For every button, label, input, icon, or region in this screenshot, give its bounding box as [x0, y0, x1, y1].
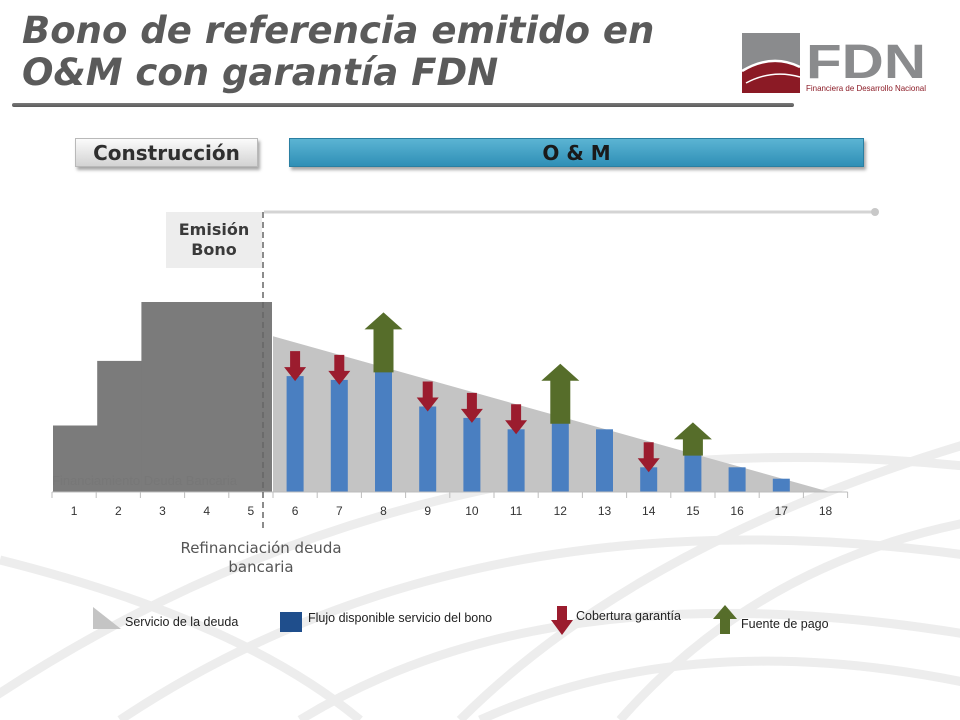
flow-bar-8	[375, 370, 392, 492]
phase-om-label: O & M	[289, 138, 864, 167]
phase-construction-label: Construcción	[75, 138, 258, 167]
x-tick-label-18: 18	[819, 504, 833, 518]
guarantee-arrow-14	[637, 442, 660, 473]
flow-bar-10	[463, 417, 481, 492]
legend-source-label: Fuente de pago	[741, 617, 829, 631]
debt-service-swatch-icon	[93, 607, 121, 629]
flow-bar-6	[286, 376, 304, 492]
title-line-2: O&M con garantía FDN	[22, 51, 499, 94]
legend-source: Fuente de pago	[712, 605, 829, 635]
fdn-logo: FDN Financiera de Desarrollo Nacional	[742, 33, 926, 93]
x-tick-label-10: 10	[465, 504, 479, 518]
flow-bar-17	[772, 478, 790, 492]
title-underline	[12, 103, 794, 107]
guarantee-arrow-9	[416, 381, 439, 412]
logo-text: FDN	[806, 36, 926, 89]
payment-source-arrow-icon	[713, 605, 737, 634]
x-tick-label-15: 15	[686, 504, 700, 518]
flow-bar-11	[507, 429, 525, 492]
guarantee-arrow-11	[505, 404, 528, 435]
guarantee-arrow-icon	[551, 606, 573, 635]
flow-bar-13	[596, 429, 613, 492]
construction-bar-3	[141, 302, 272, 492]
x-tick-label-4: 4	[203, 504, 210, 518]
legend-available-flow: Flujo disponible servicio del bono	[280, 611, 493, 632]
x-tick-label-11: 11	[510, 504, 523, 518]
payment-source-arrow-8	[364, 312, 403, 373]
legend-debt-service-label: Servicio de la deuda	[125, 615, 239, 629]
flow-bar-15	[684, 446, 702, 492]
x-tick-label-1: 1	[71, 504, 78, 518]
legend-guarantee: Cobertura garantía	[550, 606, 681, 636]
x-tick-label-17: 17	[775, 504, 789, 518]
legend-guarantee-label: Cobertura garantía	[576, 609, 681, 623]
page-title: Bono de referencia emitido en O&M con ga…	[22, 10, 654, 94]
guarantee-arrow-6	[284, 351, 307, 382]
guarantee-arrow-10	[460, 392, 483, 423]
timeline-endpoint	[871, 208, 879, 216]
emission-line-1: Emisión	[178, 220, 250, 239]
x-tick-label-2: 2	[115, 504, 122, 518]
guarantee-arrow-7	[328, 354, 351, 385]
legend-debt-service: Servicio de la deuda	[92, 605, 238, 631]
bond-emission-label: Emisión Bono	[166, 212, 262, 268]
refinancing-line-1: Refinanciación deuda	[180, 539, 342, 557]
x-tick-label-16: 16	[730, 504, 744, 518]
bank-financing-annotation: Financiamiento Deuda Bancaria	[52, 473, 238, 488]
payment-source-arrow-12	[541, 363, 580, 424]
x-tick-label-12: 12	[554, 504, 568, 518]
x-tick-label-9: 9	[424, 504, 431, 518]
x-tick-label-7: 7	[336, 504, 343, 518]
x-tick-label-5: 5	[248, 504, 255, 518]
available-flow-swatch-icon	[280, 612, 302, 632]
x-tick-label-13: 13	[598, 504, 612, 518]
refinancing-label: Refinanciación deuda bancaria	[156, 539, 366, 577]
refinancing-line-2: bancaria	[228, 558, 294, 576]
x-tick-label-14: 14	[642, 504, 656, 518]
flow-bar-7	[330, 379, 348, 492]
emission-line-2: Bono	[191, 240, 237, 259]
flow-bar-12	[551, 421, 569, 492]
legend-available-flow-label: Flujo disponible servicio del bono	[308, 611, 493, 625]
payment-source-arrow-15	[673, 422, 712, 456]
logo-subtitle: Financiera de Desarrollo Nacional	[806, 83, 926, 93]
flow-bar-16	[728, 467, 746, 492]
flow-bar-14	[640, 467, 658, 492]
x-tick-label-6: 6	[292, 504, 299, 518]
x-tick-label-8: 8	[380, 504, 387, 518]
x-tick-label-3: 3	[159, 504, 166, 518]
title-line-1: Bono de referencia emitido en	[22, 9, 655, 52]
flow-bar-9	[419, 406, 437, 492]
